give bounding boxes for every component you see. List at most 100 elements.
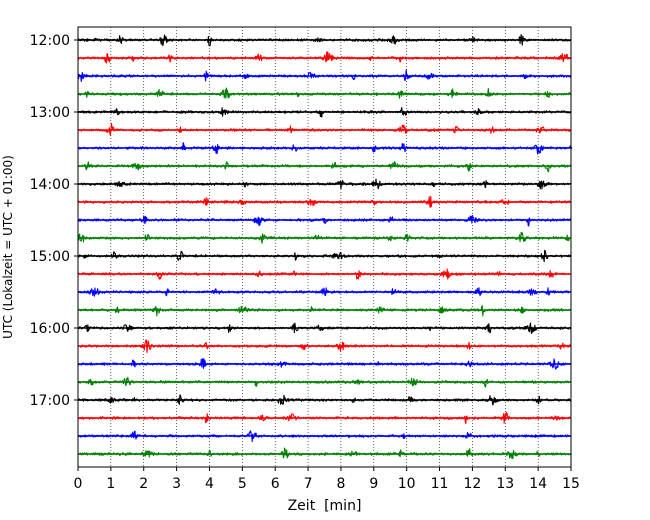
event-marker	[280, 362, 283, 366]
event-marker	[333, 164, 336, 168]
event-marker	[441, 308, 445, 312]
seismogram-trace	[77, 231, 572, 244]
event-marker	[86, 326, 90, 330]
event-marker	[320, 110, 323, 114]
event-marker	[379, 308, 382, 312]
event-marker	[428, 326, 431, 330]
event-marker	[372, 200, 375, 204]
seismogram-trace	[77, 69, 572, 83]
event-marker	[504, 200, 507, 204]
event-marker	[119, 38, 122, 42]
event-marker	[553, 362, 556, 366]
seismogram-trace	[77, 34, 572, 47]
event-marker	[257, 56, 260, 60]
event-marker	[546, 92, 550, 96]
tick-group: 0 1 2 3 4 5 6 7 8 9 10 11 12 13 14 1512:0013:0014:0015:…	[30, 33, 580, 492]
event-marker	[408, 398, 412, 402]
event-marker	[112, 254, 116, 258]
event-marker	[178, 128, 182, 132]
event-marker	[527, 218, 530, 222]
event-marker	[467, 434, 471, 438]
event-marker	[536, 452, 540, 456]
x-tick-label: 5	[238, 476, 247, 492]
event-marker	[303, 344, 306, 348]
seismogram-trace	[77, 195, 572, 208]
x-tick-label: 4	[205, 476, 214, 492]
seismogram-trace	[77, 305, 572, 317]
event-marker	[204, 344, 208, 348]
seismogram-trace	[77, 107, 572, 118]
event-marker	[89, 380, 93, 384]
event-marker	[214, 146, 218, 150]
event-marker	[398, 452, 402, 456]
event-marker	[497, 272, 500, 276]
event-marker	[158, 92, 162, 96]
event-marker	[546, 164, 550, 168]
seismogram-trace	[77, 394, 572, 406]
y-tick-label: 15:00	[30, 249, 70, 265]
event-marker	[86, 92, 90, 96]
event-marker	[80, 74, 83, 78]
x-axis-label: Zeit [min]	[288, 498, 362, 514]
event-marker	[244, 182, 247, 186]
event-marker	[116, 110, 119, 114]
event-marker	[132, 434, 136, 438]
event-marker	[402, 128, 405, 132]
event-marker	[293, 146, 297, 150]
event-marker	[208, 38, 211, 42]
event-marker	[224, 164, 228, 168]
event-marker	[490, 128, 494, 132]
seismogram-trace	[77, 322, 572, 334]
event-marker	[402, 434, 405, 438]
event-marker	[438, 254, 441, 258]
trace-group	[77, 34, 573, 460]
event-marker	[326, 56, 329, 60]
y-tick-label: 14:00	[30, 177, 70, 193]
event-marker	[392, 290, 395, 294]
seismogram-trace	[77, 214, 572, 227]
x-tick-label: 1	[106, 476, 115, 492]
event-marker	[283, 452, 287, 456]
event-marker	[352, 452, 356, 456]
event-marker	[316, 38, 320, 42]
event-marker	[536, 398, 540, 402]
x-tick-label: 12	[463, 476, 481, 492]
event-marker	[119, 182, 122, 186]
event-marker	[132, 56, 136, 60]
event-marker	[293, 326, 297, 330]
y-axis-label: UTC (Lokalzeit = UTC + 01:00)	[1, 155, 15, 339]
seismogram-trace	[77, 142, 573, 155]
event-marker	[204, 200, 208, 204]
event-marker	[297, 92, 300, 96]
event-marker	[520, 38, 523, 42]
event-marker	[481, 308, 484, 312]
event-marker	[375, 362, 379, 366]
event-marker	[356, 380, 359, 384]
event-marker	[520, 308, 523, 312]
event-marker	[86, 164, 90, 168]
event-marker	[339, 182, 343, 186]
event-marker	[293, 254, 297, 258]
event-marker	[109, 128, 113, 132]
event-marker	[487, 326, 491, 330]
event-marker	[464, 416, 468, 420]
event-marker	[333, 254, 336, 258]
x-tick-label: 2	[139, 476, 148, 492]
event-marker	[204, 416, 208, 420]
event-marker	[323, 218, 326, 222]
event-marker	[467, 344, 471, 348]
event-marker	[559, 344, 563, 348]
seismogram-trace	[77, 178, 572, 190]
event-marker	[405, 74, 408, 78]
seismogram-trace	[77, 358, 572, 370]
x-tick-label: 6	[271, 476, 280, 492]
event-marker	[178, 398, 182, 402]
event-marker	[250, 434, 254, 438]
event-marker	[135, 164, 139, 168]
event-marker	[155, 308, 159, 312]
grid-lines	[110, 27, 539, 467]
x-tick-label: 13	[496, 476, 514, 492]
event-marker	[392, 38, 395, 42]
seismogram-trace	[77, 339, 572, 354]
event-marker	[550, 272, 553, 276]
